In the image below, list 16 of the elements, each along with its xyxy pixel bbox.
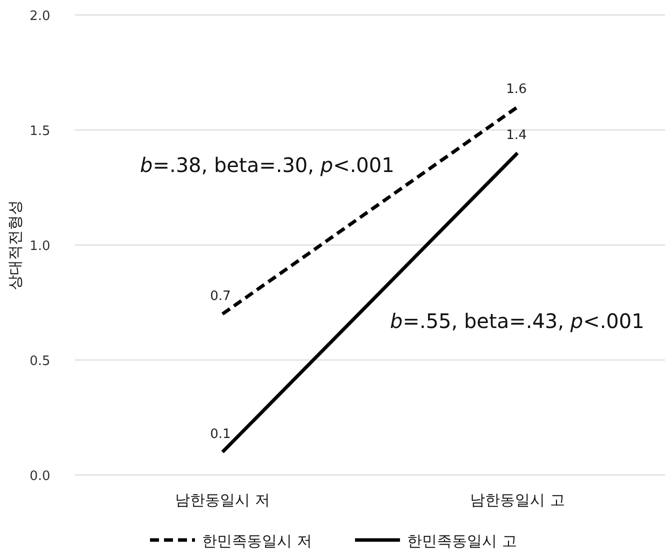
x-tick-label: 남한동일시 저: [175, 491, 270, 509]
data-label: 1.6: [506, 82, 527, 97]
y-tick-label: 2.0: [30, 9, 50, 24]
y-tick-label: 0.0: [30, 469, 50, 484]
data-label: 0.7: [210, 289, 231, 304]
annotation: b=.55, beta=.43, p<.001: [390, 309, 644, 333]
legend-label: 한민족동일시 고: [407, 532, 517, 550]
annotation: b=.38, beta=.30, p<.001: [140, 153, 394, 177]
y-tick-label: 1.0: [30, 239, 50, 254]
data-label: 1.4: [506, 128, 527, 143]
y-tick-label: 1.5: [30, 124, 50, 139]
y-axis-title: 상대적전형성: [6, 200, 24, 290]
legend-label: 한민족동일시 저: [202, 532, 312, 550]
x-tick-label: 남한동일시 고: [470, 491, 565, 509]
y-tick-label: 0.5: [30, 354, 50, 369]
data-label: 0.1: [210, 427, 231, 442]
